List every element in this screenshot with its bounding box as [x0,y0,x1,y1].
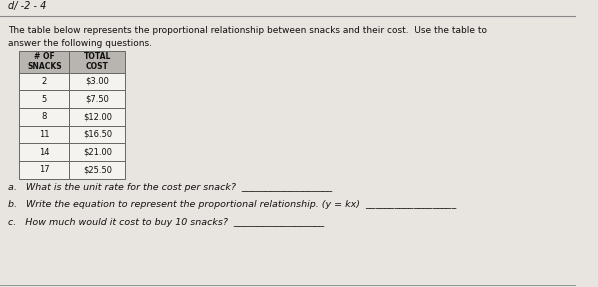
Text: c.   How much would it cost to buy 10 snacks?  ___________________: c. How much would it cost to buy 10 snac… [8,218,324,227]
Bar [19,161,69,179]
Bar [19,143,69,161]
Bar [19,73,69,90]
Text: # OF
SNACKS: # OF SNACKS [27,52,62,71]
Text: $16.50: $16.50 [83,130,112,139]
Bar [19,51,69,73]
Text: b.   Write the equation to represent the proportional relationship. (y = kx)  __: b. Write the equation to represent the p… [8,200,456,210]
Text: 14: 14 [39,148,50,157]
Bar [19,108,69,126]
Text: 5: 5 [42,95,47,104]
Text: a.   What is the unit rate for the cost per snack?  ___________________: a. What is the unit rate for the cost pe… [8,183,332,192]
Text: 11: 11 [39,130,50,139]
Text: 17: 17 [39,165,50,174]
Text: $25.50: $25.50 [83,165,112,174]
Bar [69,126,125,143]
Bar [69,51,125,73]
Text: $12.00: $12.00 [83,112,112,121]
Text: The table below represents the proportional relationship between snacks and thei: The table below represents the proportio… [8,26,487,35]
Text: $3.00: $3.00 [86,77,109,86]
Bar [19,126,69,143]
Text: 8: 8 [42,112,47,121]
Text: $21.00: $21.00 [83,148,112,157]
Text: $7.50: $7.50 [86,95,109,104]
Text: TOTAL
COST: TOTAL COST [84,52,111,71]
Bar [69,90,125,108]
Text: 2: 2 [42,77,47,86]
Bar [69,108,125,126]
Bar [69,143,125,161]
Bar [69,161,125,179]
Bar [69,73,125,90]
Text: d/ -2 - 4: d/ -2 - 4 [8,1,46,11]
Bar [19,90,69,108]
Text: answer the following questions.: answer the following questions. [8,39,152,48]
